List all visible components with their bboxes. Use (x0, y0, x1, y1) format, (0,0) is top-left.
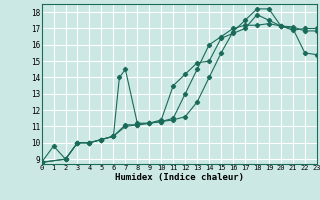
X-axis label: Humidex (Indice chaleur): Humidex (Indice chaleur) (115, 173, 244, 182)
